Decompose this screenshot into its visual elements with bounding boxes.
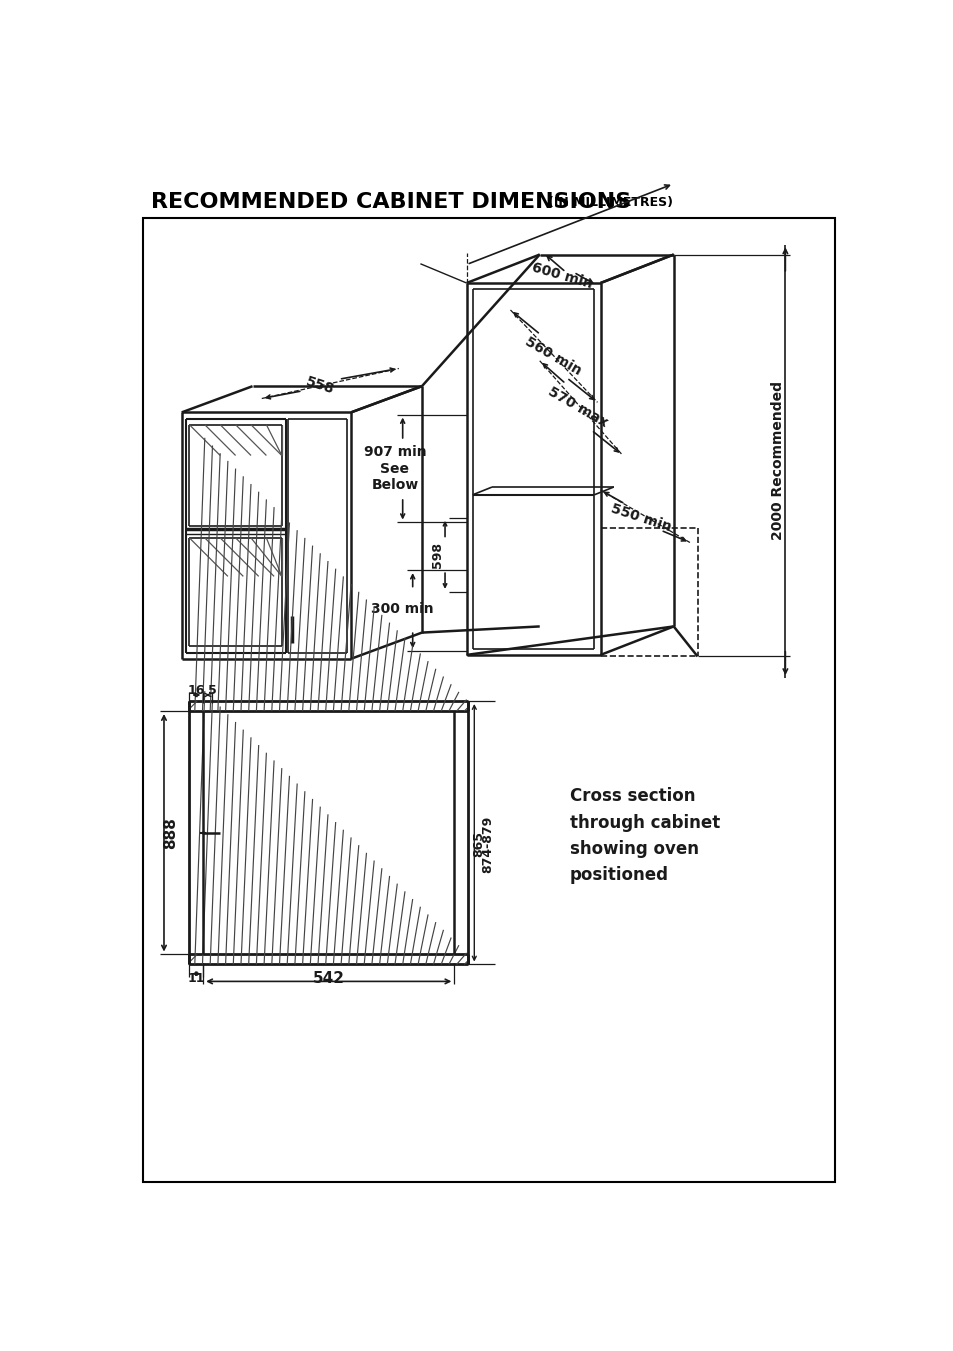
Text: 300 min: 300 min: [371, 601, 434, 616]
Text: 5: 5: [208, 684, 216, 697]
Text: 874-879: 874-879: [481, 816, 495, 873]
Text: Cross section
through cabinet
showing oven
positioned: Cross section through cabinet showing ov…: [569, 788, 720, 885]
Text: RECOMMENDED CABINET DIMENSIONS: RECOMMENDED CABINET DIMENSIONS: [151, 192, 631, 212]
Text: 598: 598: [431, 542, 443, 567]
Text: 2000 Recommended: 2000 Recommended: [770, 381, 784, 540]
Text: 558: 558: [304, 374, 336, 397]
Text: 11: 11: [188, 971, 205, 985]
Text: 570 max: 570 max: [545, 384, 610, 430]
Text: 600 min: 600 min: [530, 261, 594, 292]
Text: 560 min: 560 min: [521, 335, 583, 378]
Text: 16: 16: [188, 684, 205, 697]
Text: 542: 542: [313, 971, 344, 986]
Text: (IN MILLIMETRES): (IN MILLIMETRES): [548, 196, 673, 208]
Text: 865: 865: [472, 831, 485, 858]
Text: 550 min: 550 min: [609, 501, 673, 534]
Text: 907 min
See
Below: 907 min See Below: [363, 446, 426, 492]
Text: 888: 888: [162, 817, 177, 848]
